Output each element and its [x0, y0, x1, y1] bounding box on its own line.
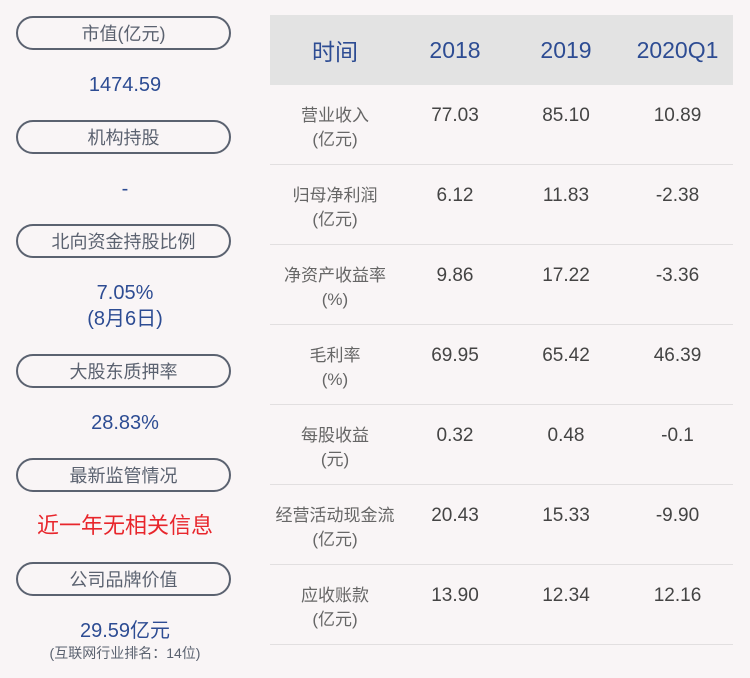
market-cap-label: 市值(亿元) — [16, 16, 231, 50]
cell: 46.39 — [653, 345, 702, 366]
pledge-rate-label: 大股东质押率 — [16, 354, 231, 388]
cell: 0.32 — [436, 425, 474, 446]
cell: 13.90 — [431, 585, 479, 606]
header-time: 时间 — [312, 39, 358, 65]
market-cap-value: 1474.59 — [88, 74, 162, 96]
table-row: 毛利率 (%) 69.95 65.42 46.39 — [270, 325, 733, 405]
cell: 0.48 — [547, 425, 585, 446]
cell: -3.36 — [655, 265, 700, 286]
cell: 11.83 — [542, 185, 590, 206]
table-row: 经营活动现金流 (亿元) 20.43 15.33 -9.90 — [270, 485, 733, 565]
cell: -2.38 — [655, 185, 700, 206]
brand-value-label: 公司品牌价值 — [16, 562, 231, 596]
cell: 85.10 — [542, 105, 590, 126]
cell: 65.42 — [542, 345, 590, 366]
table-row: 应收账款 (亿元) 13.90 12.34 12.16 — [270, 565, 733, 645]
northbound-holding-label: 北向资金持股比例 — [16, 224, 231, 258]
header-2020q1: 2020Q1 — [636, 36, 719, 63]
cell: 77.03 — [431, 105, 479, 126]
row-label: 净资产收益率 (%) — [284, 266, 386, 309]
brand-value-value: 29.59亿元 (互联网行业排名：14位) — [0, 618, 250, 662]
table-header: 时间 2018 2019 2020Q1 — [270, 15, 733, 85]
header-2018: 2018 — [429, 36, 481, 63]
table-row: 归母净利润 (亿元) 6.12 11.83 -2.38 — [270, 165, 733, 245]
cell: 17.22 — [542, 265, 590, 286]
cell: 15.33 — [542, 505, 590, 526]
cell: 9.86 — [436, 265, 474, 286]
institutional-holding-label: 机构持股 — [16, 120, 231, 154]
table-row: 每股收益 (元) 0.32 0.48 -0.1 — [270, 405, 733, 485]
cell: 20.43 — [431, 505, 479, 526]
table-row: 营业收入 (亿元) 77.03 85.10 10.89 — [270, 85, 733, 165]
institutional-holding-value: - — [121, 178, 129, 200]
row-label: 经营活动现金流 (亿元) — [275, 506, 395, 549]
cell: 6.12 — [436, 185, 474, 206]
row-label: 应收账款 (亿元) — [301, 586, 369, 629]
row-label: 归母净利润 (亿元) — [292, 186, 378, 229]
regulatory-status-value: 近一年无相关信息 — [36, 513, 213, 538]
row-label: 每股收益 (元) — [301, 426, 369, 469]
header-2019: 2019 — [540, 36, 592, 63]
northbound-holding-value: 7.05% (8月6日) — [87, 282, 163, 330]
row-label: 营业收入 (亿元) — [301, 106, 369, 149]
cell: 10.89 — [653, 105, 702, 126]
financial-table: 时间 2018 2019 2020Q1 营业收入 (亿元) 77.03 85.10… — [270, 15, 733, 645]
cell: -0.1 — [661, 425, 694, 446]
cell: 12.34 — [542, 585, 590, 606]
pledge-rate-value: 28.83% — [91, 412, 159, 434]
cell: 12.16 — [653, 585, 702, 606]
table-row: 净资产收益率 (%) 9.86 17.22 -3.36 — [270, 245, 733, 325]
row-label: 毛利率 (%) — [309, 346, 361, 389]
regulatory-status-label: 最新监管情况 — [16, 458, 231, 492]
brand-rank-note: (互联网行业排名：14位) — [49, 645, 201, 661]
cell: 69.95 — [431, 345, 479, 366]
cell: -9.90 — [655, 505, 700, 526]
